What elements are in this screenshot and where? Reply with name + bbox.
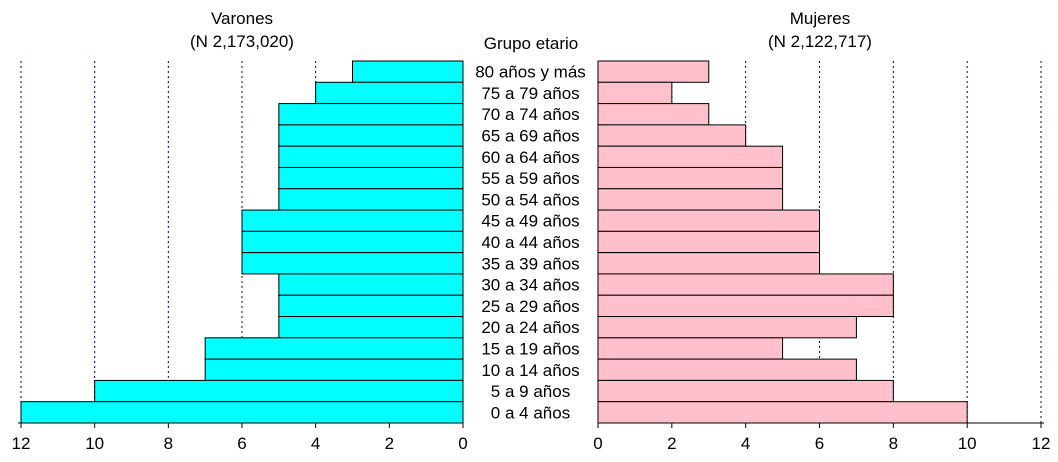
bar-varones-9 [241,252,464,275]
bar-varones-4 [278,145,464,168]
bar-mujeres-5 [597,166,784,190]
center-axis-label: Grupo etario [484,34,579,53]
bar-mujeres-10 [597,273,894,296]
bar-mujeres-2 [597,103,710,126]
category-label: 75 a 79 años [481,84,579,103]
left-series-title: Varones [211,9,273,28]
tick-label-right-0: 0 [593,434,602,453]
bar-varones-10 [278,273,464,296]
tick-label-right-8: 8 [889,434,898,453]
tick-label-right-4: 4 [741,434,750,453]
left-series-subtitle: (N 2,173,020) [190,32,294,51]
bar-mujeres-0 [597,60,710,83]
bar-mujeres-16 [597,401,968,424]
tick-labels: 0 0 2 2 4 4 6 6 8 8 10 10 12 12 [12,423,1051,453]
bar-varones-14 [204,358,464,381]
bar-mujeres-8 [597,230,820,254]
category-label: 55 a 59 años [481,169,579,188]
bar-mujeres-7 [597,209,820,232]
category-label: 45 a 49 años [481,212,579,231]
bar-varones-16 [20,401,464,424]
bar-varones-3 [278,124,464,147]
bar-varones-6 [278,188,464,211]
category-label: 60 a 64 años [481,148,579,167]
tick-label-left-0: 0 [458,434,467,453]
bar-varones-15 [94,379,464,403]
category-label: 20 a 24 años [481,318,579,337]
category-label: 35 a 39 años [481,254,579,273]
category-label: 10 a 14 años [481,361,579,380]
category-label: 65 a 69 años [481,127,579,146]
tick-label-right-10: 10 [958,434,977,453]
category-label: 30 a 34 años [481,276,579,295]
bar-varones-2 [278,103,464,126]
bar-mujeres-6 [597,188,784,211]
category-label: 0 a 4 años [491,403,570,422]
bar-varones-12 [278,316,464,339]
bar-mujeres-11 [597,294,894,318]
tick-label-left-4: 4 [311,434,320,453]
bar-varones-11 [278,294,464,318]
category-label: 80 años y más [475,63,586,82]
category-label: 40 a 44 años [481,233,579,252]
bar-varones-8 [241,230,464,254]
bar-mujeres-14 [597,358,857,381]
category-label: 25 a 29 años [481,297,579,316]
right-series-title: Mujeres [790,9,850,28]
tick-label-right-2: 2 [667,434,676,453]
category-label: 70 a 74 años [481,105,579,124]
tick-label-right-6: 6 [815,434,824,453]
tick-label-left-10: 10 [85,434,104,453]
bar-varones-1 [315,81,464,105]
bars-layer [18,60,1044,424]
bar-mujeres-1 [597,81,673,105]
bar-mujeres-12 [597,316,857,339]
tick-label-left-2: 2 [385,434,394,453]
tick-label-left-8: 8 [164,434,173,453]
category-label: 15 a 19 años [481,339,579,358]
bar-mujeres-15 [597,379,894,403]
tick-label-left-6: 6 [237,434,246,453]
bar-mujeres-13 [597,337,784,360]
bar-mujeres-4 [597,145,784,168]
bar-mujeres-3 [597,124,747,147]
bar-varones-13 [204,337,464,360]
tick-label-left-12: 12 [12,434,31,453]
category-labels: 80 años y más 75 a 79 años 70 a 74 años 65 … [475,63,586,423]
bar-mujeres-9 [597,252,820,275]
category-label: 5 a 9 años [491,382,570,401]
bar-varones-7 [241,209,464,232]
bar-varones-0 [352,60,464,83]
right-series-subtitle: (N 2,122,717) [768,32,872,51]
bar-varones-5 [278,166,464,190]
tick-label-right-12: 12 [1032,434,1051,453]
category-label: 50 a 54 años [481,190,579,209]
